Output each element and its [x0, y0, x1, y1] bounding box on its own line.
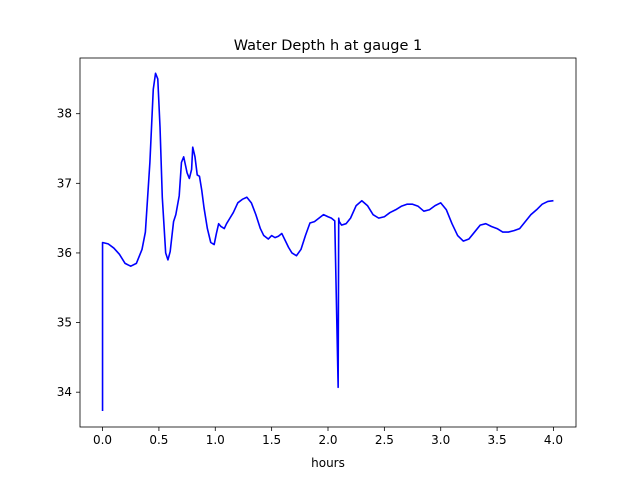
y-tick-label: 37 — [57, 176, 72, 190]
x-tick-label: 1.5 — [262, 433, 281, 447]
x-tick-label: 3.0 — [431, 433, 450, 447]
y-tick-label: 36 — [57, 246, 72, 260]
y-axis: 34 35 36 37 38 — [57, 107, 80, 399]
x-tick-label: 2.0 — [318, 433, 337, 447]
series-line — [101, 72, 554, 411]
x-axis-label: hours — [311, 456, 345, 470]
x-tick-label: 3.5 — [488, 433, 507, 447]
x-tick-label: 0.0 — [93, 433, 112, 447]
x-tick-label: 1.0 — [206, 433, 225, 447]
x-tick-label: 0.5 — [149, 433, 168, 447]
chart-title: Water Depth h at gauge 1 — [234, 38, 422, 54]
y-tick-label: 34 — [57, 385, 72, 399]
y-tick-label: 35 — [57, 316, 72, 330]
x-axis: 0.0 0.5 1.0 1.5 2.0 2.5 3.0 3.5 4.0 — [93, 427, 563, 447]
y-tick-label: 38 — [57, 107, 72, 121]
x-tick-label: 4.0 — [544, 433, 563, 447]
x-tick-label: 2.5 — [375, 433, 394, 447]
